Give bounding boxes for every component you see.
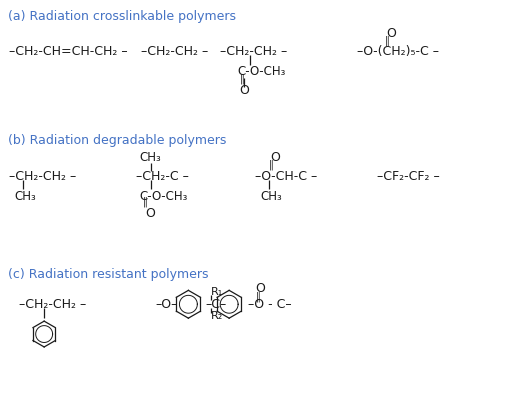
Text: R₁: R₁ <box>211 287 223 297</box>
Text: –CH₂‐CH₂ –: –CH₂‐CH₂ – <box>9 170 77 183</box>
Text: (b) Radiation degradable polymers: (b) Radiation degradable polymers <box>8 134 227 147</box>
Text: (a) Radiation crosslinkable polymers: (a) Radiation crosslinkable polymers <box>8 10 236 23</box>
Text: O: O <box>146 207 156 220</box>
Text: –C–: –C– <box>205 298 226 311</box>
Text: –O ‐ C–: –O ‐ C– <box>248 298 292 311</box>
Text: O: O <box>270 151 280 164</box>
Text: R₂: R₂ <box>211 311 223 321</box>
Text: –CH₂‐CH₂ –: –CH₂‐CH₂ – <box>141 45 208 58</box>
Text: –O–: –O– <box>156 298 178 311</box>
Text: –O‐CH‐C –: –O‐CH‐C – <box>255 170 317 183</box>
Text: ‖: ‖ <box>385 36 390 46</box>
Text: CH₃: CH₃ <box>14 189 36 203</box>
Text: O: O <box>239 84 249 97</box>
Text: O: O <box>386 27 396 40</box>
Text: ‖: ‖ <box>143 197 148 207</box>
Text: ‖: ‖ <box>240 74 245 84</box>
Text: CH₃: CH₃ <box>260 189 282 203</box>
Text: –CH₂‐CH₂ –: –CH₂‐CH₂ – <box>19 298 86 311</box>
Text: –CH₂‐C –: –CH₂‐C – <box>135 170 189 183</box>
Text: ‖: ‖ <box>256 291 261 302</box>
Text: C‐O‐CH₃: C‐O‐CH₃ <box>237 65 285 78</box>
Text: –CF₂‐CF₂ –: –CF₂‐CF₂ – <box>377 170 440 183</box>
Text: –CH₂‐CH₂ –: –CH₂‐CH₂ – <box>220 45 287 58</box>
Text: O: O <box>255 282 265 295</box>
Text: –O‐(CH₂)₅‐C –: –O‐(CH₂)₅‐C – <box>357 45 439 58</box>
Text: –CH₂‐CH=CH‐CH₂ –: –CH₂‐CH=CH‐CH₂ – <box>9 45 128 58</box>
Text: ‖: ‖ <box>268 160 273 170</box>
Text: (c) Radiation resistant polymers: (c) Radiation resistant polymers <box>8 268 209 281</box>
Text: C‐O‐CH₃: C‐O‐CH₃ <box>140 189 188 203</box>
Text: CH₃: CH₃ <box>140 151 161 164</box>
